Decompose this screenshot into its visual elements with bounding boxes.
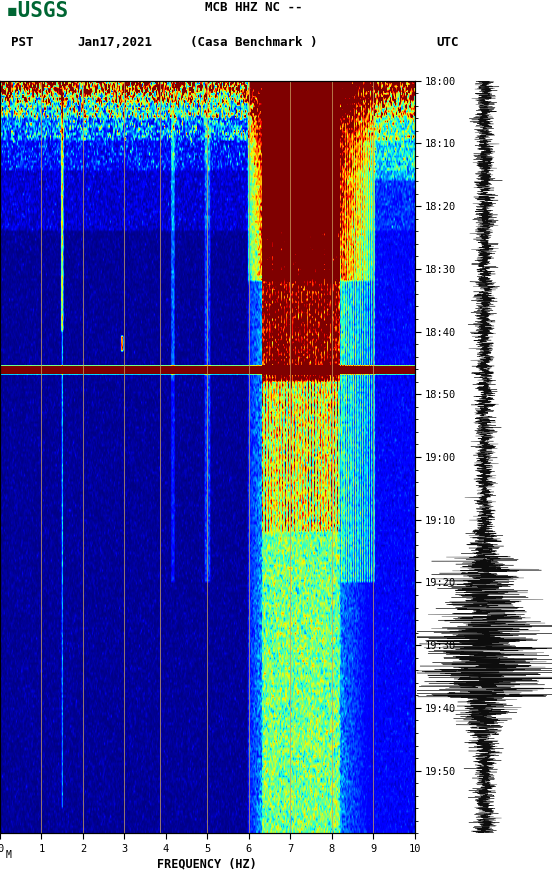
Text: ▪USGS: ▪USGS <box>6 2 68 21</box>
Text: PST: PST <box>11 36 34 49</box>
Text: (Casa Benchmark ): (Casa Benchmark ) <box>190 36 317 49</box>
Text: MCB HHZ NC --: MCB HHZ NC -- <box>205 2 302 14</box>
X-axis label: FREQUENCY (HZ): FREQUENCY (HZ) <box>157 858 257 871</box>
Text: UTC: UTC <box>436 36 459 49</box>
Text: Jan17,2021: Jan17,2021 <box>77 36 152 49</box>
Text: M: M <box>6 850 12 860</box>
